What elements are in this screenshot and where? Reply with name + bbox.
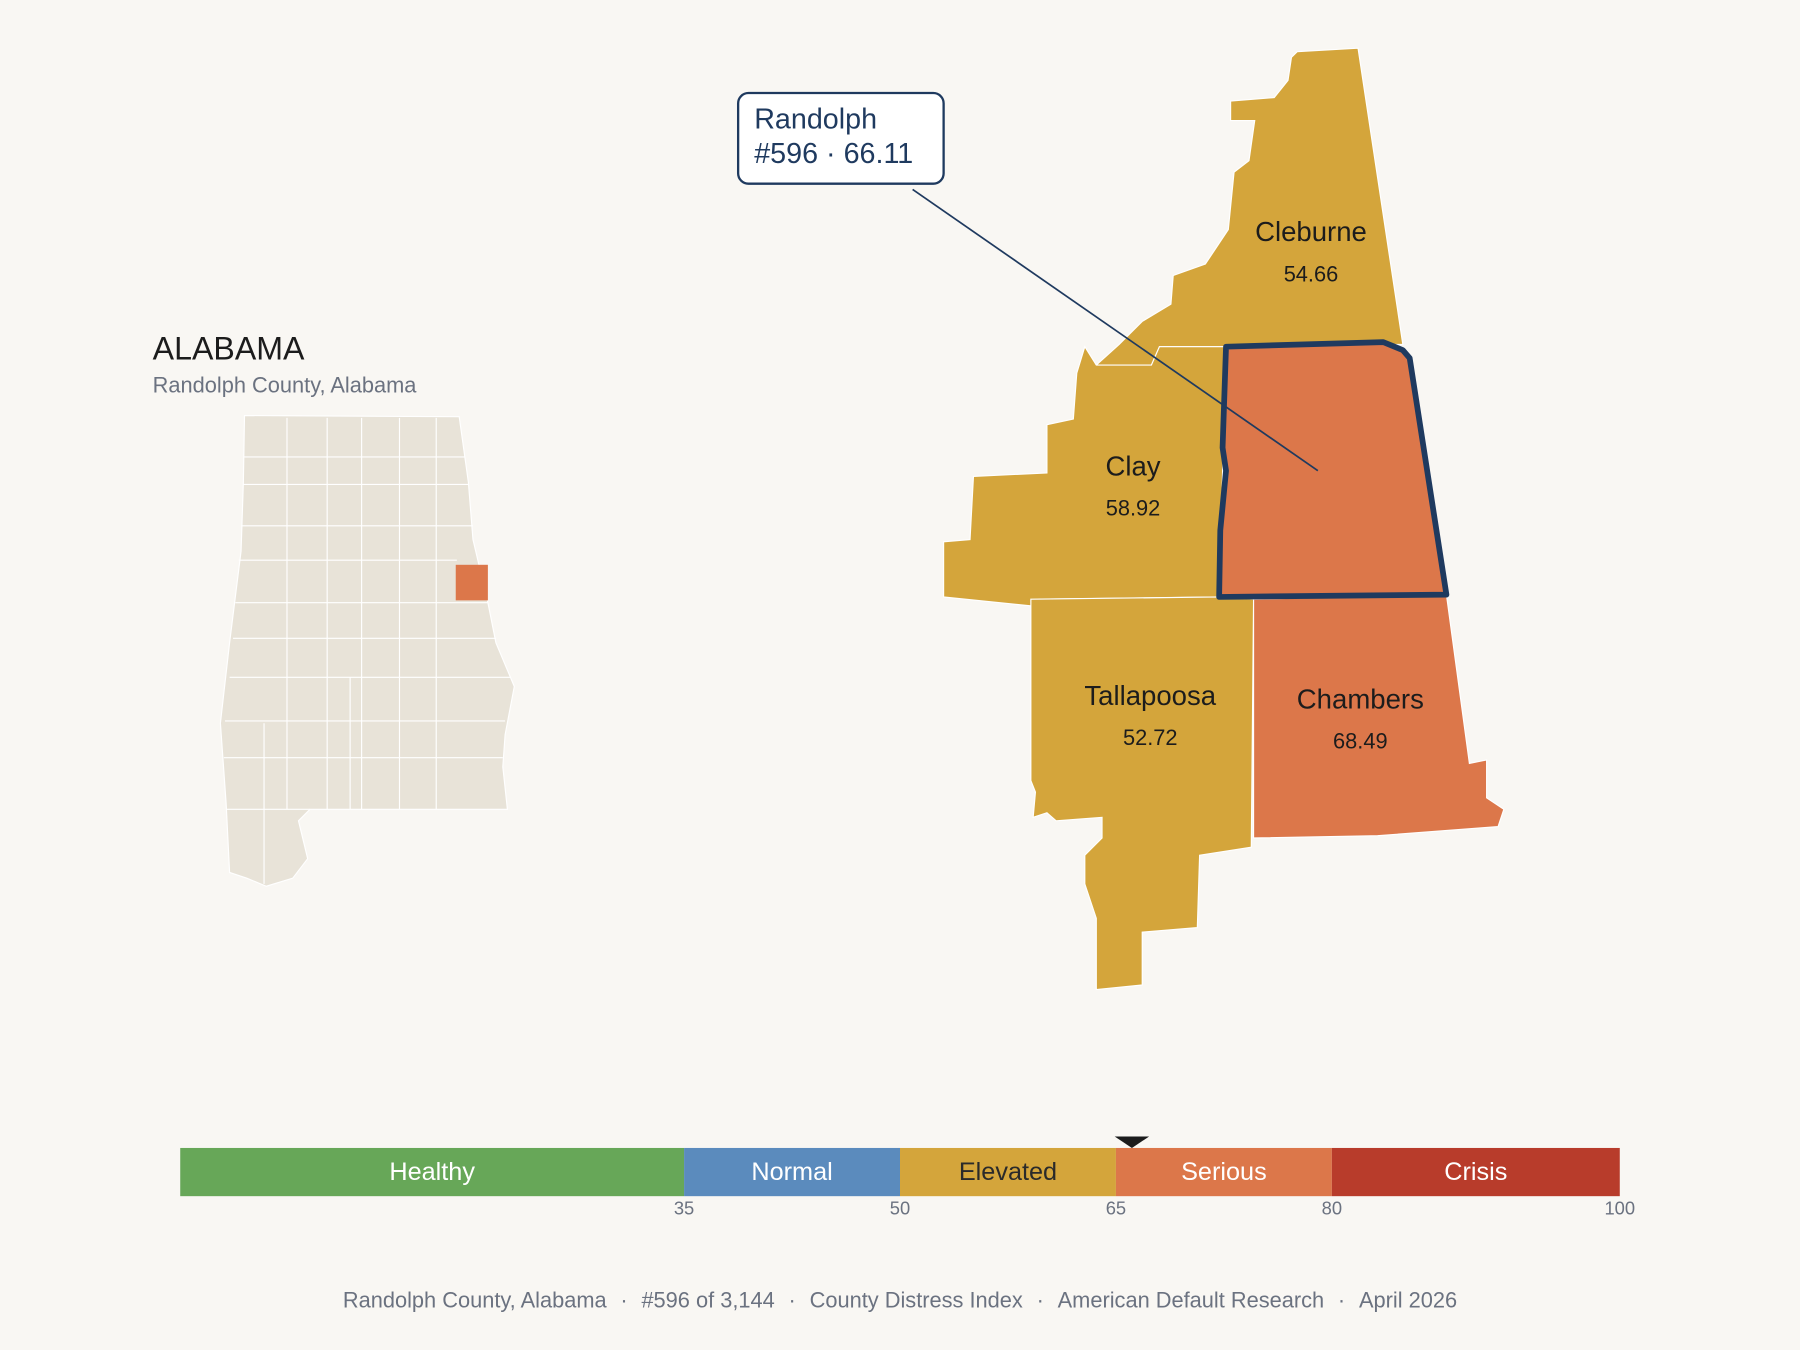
footer-item: #596 of 3,144 bbox=[641, 1288, 774, 1313]
footer-item: County Distress Index bbox=[810, 1288, 1023, 1313]
callout: Randolph #596 · 66.11 bbox=[736, 91, 1319, 472]
state-title: ALABAMA bbox=[153, 330, 305, 366]
scale-tick-label: 80 bbox=[1322, 1198, 1342, 1219]
band-label: Normal bbox=[751, 1158, 832, 1186]
band-label: Serious bbox=[1181, 1158, 1267, 1186]
scale-band bbox=[1115, 1147, 1332, 1197]
county-borders bbox=[223, 417, 511, 884]
callout-rank: #596 bbox=[754, 138, 818, 170]
county-map: Cleburne 54.66 Clay 58.92 Tallapoosa 52.72 Cha… bbox=[455, 47, 1505, 991]
callout-detail: #596 · 66.11 bbox=[754, 138, 913, 170]
scale-tick-label: 35 bbox=[674, 1198, 694, 1219]
footer-separator: · bbox=[620, 1288, 627, 1313]
scale-band bbox=[684, 1147, 900, 1197]
band-label: Healthy bbox=[389, 1158, 475, 1186]
selected-county bbox=[1216, 339, 1450, 600]
callout-name: Randolph bbox=[754, 104, 877, 136]
locator-map bbox=[219, 414, 515, 887]
locator-highlight bbox=[455, 564, 488, 601]
county-score: 52.72 bbox=[1123, 725, 1178, 750]
footer: Randolph County, Alabama · #596 of 3,144 · C… bbox=[343, 1288, 1457, 1313]
scale-band bbox=[900, 1147, 1116, 1197]
county-score: 68.49 bbox=[1333, 728, 1388, 753]
footer-item: April 2026 bbox=[1359, 1288, 1457, 1313]
scale-legend: Healthy Normal Elevated Serious Crisis 35 50 65… bbox=[180, 1136, 1635, 1219]
callout-box bbox=[736, 91, 945, 185]
band-label: Crisis bbox=[1444, 1158, 1507, 1186]
county-score: 54.66 bbox=[1284, 261, 1339, 286]
footer-separator: · bbox=[789, 1288, 796, 1313]
scale-band bbox=[1331, 1147, 1620, 1197]
footer-separator: · bbox=[1037, 1288, 1044, 1313]
county-name: Tallapoosa bbox=[1084, 680, 1216, 711]
state-subtitle: Randolph County, Alabama bbox=[153, 373, 418, 398]
county-name: Cleburne bbox=[1255, 216, 1367, 247]
scale-band bbox=[180, 1147, 685, 1197]
footer-item: Randolph County, Alabama bbox=[343, 1288, 608, 1313]
county-shape bbox=[1030, 596, 1255, 991]
county-shape bbox=[1252, 594, 1505, 839]
leader-line bbox=[912, 188, 1319, 472]
county-name: Chambers bbox=[1297, 683, 1424, 714]
county-score: 58.92 bbox=[1106, 495, 1161, 520]
callout-score: 66.11 bbox=[844, 138, 914, 170]
score-marker bbox=[1114, 1136, 1150, 1148]
scale-tick-label: 100 bbox=[1604, 1198, 1635, 1219]
band-label: Elevated bbox=[959, 1158, 1057, 1186]
scale-tick-label: 50 bbox=[890, 1198, 910, 1219]
scale-tick-label: 65 bbox=[1106, 1198, 1126, 1219]
county-name: Clay bbox=[1105, 450, 1160, 481]
footer-item: American Default Research bbox=[1058, 1288, 1325, 1313]
callout-separator: · bbox=[826, 138, 836, 170]
footer-separator: · bbox=[1338, 1288, 1345, 1313]
